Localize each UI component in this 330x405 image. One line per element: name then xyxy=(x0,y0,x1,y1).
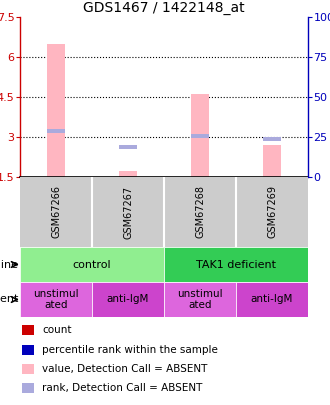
Text: GSM67267: GSM67267 xyxy=(123,185,133,239)
FancyBboxPatch shape xyxy=(20,282,92,317)
Bar xyxy=(119,145,137,149)
Text: anti-IgM: anti-IgM xyxy=(107,294,149,305)
Title: GDS1467 / 1422148_at: GDS1467 / 1422148_at xyxy=(83,0,245,15)
FancyBboxPatch shape xyxy=(92,282,164,317)
Bar xyxy=(263,145,281,177)
Bar xyxy=(191,134,209,138)
Bar xyxy=(191,94,209,177)
Text: GSM67268: GSM67268 xyxy=(195,185,205,239)
Text: GSM67266: GSM67266 xyxy=(51,185,61,239)
FancyBboxPatch shape xyxy=(164,247,308,282)
Bar xyxy=(47,44,65,177)
FancyBboxPatch shape xyxy=(164,282,236,317)
Text: unstimul
ated: unstimul ated xyxy=(33,289,79,310)
Bar xyxy=(47,130,65,133)
FancyBboxPatch shape xyxy=(20,177,308,247)
FancyBboxPatch shape xyxy=(22,345,34,354)
Bar xyxy=(263,137,281,141)
Text: agent: agent xyxy=(0,294,18,305)
Text: percentile rank within the sample: percentile rank within the sample xyxy=(42,345,218,354)
Text: anti-IgM: anti-IgM xyxy=(251,294,293,305)
FancyBboxPatch shape xyxy=(22,383,34,393)
FancyBboxPatch shape xyxy=(20,247,164,282)
Text: control: control xyxy=(73,260,111,269)
FancyBboxPatch shape xyxy=(22,364,34,374)
Bar xyxy=(119,171,137,177)
FancyBboxPatch shape xyxy=(236,282,308,317)
Text: cell line: cell line xyxy=(0,260,18,269)
Text: count: count xyxy=(42,325,72,335)
Text: value, Detection Call = ABSENT: value, Detection Call = ABSENT xyxy=(42,364,207,374)
Text: GSM67269: GSM67269 xyxy=(267,185,277,239)
Text: TAK1 deficient: TAK1 deficient xyxy=(196,260,276,269)
Text: unstimul
ated: unstimul ated xyxy=(177,289,223,310)
Text: rank, Detection Call = ABSENT: rank, Detection Call = ABSENT xyxy=(42,383,202,393)
FancyBboxPatch shape xyxy=(22,325,34,335)
